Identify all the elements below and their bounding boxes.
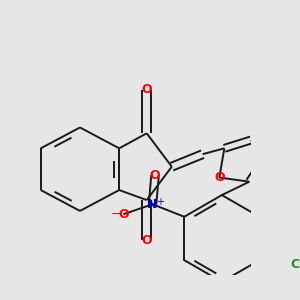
Text: N: N [147,198,158,211]
Text: O: O [150,169,160,182]
Text: O: O [214,171,225,184]
Text: −: − [111,208,121,221]
Text: O: O [141,234,152,247]
Text: +: + [156,197,164,207]
Text: Cl: Cl [290,258,300,271]
Text: O: O [118,208,129,221]
Text: O: O [141,83,152,96]
